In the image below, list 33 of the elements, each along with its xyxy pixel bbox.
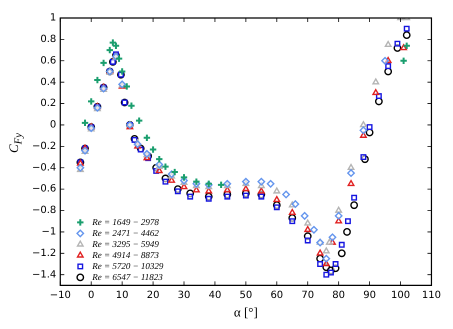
- y-tick-label: 1: [50, 12, 56, 24]
- y-tick-label: −0.2: [32, 140, 56, 152]
- y-tick-label: −1.2: [32, 248, 56, 259]
- x-tick-label: −10: [50, 290, 71, 301]
- y-tick-label: 0.8: [40, 34, 56, 45]
- x-tick-label: 50: [240, 290, 252, 301]
- legend-label: Re = 6547 − 11823: [91, 272, 164, 282]
- x-tick-label: 110: [422, 290, 442, 301]
- legend-label: Re = 4914 − 8873: [91, 250, 160, 260]
- x-tick-label: 80: [332, 290, 346, 301]
- x-tick-label: 0: [88, 290, 94, 301]
- y-tick-label: −1.4: [32, 269, 56, 280]
- y-tick-label: −0.6: [32, 184, 56, 195]
- x-tick-label: 70: [301, 290, 314, 301]
- x-tick-label: 40: [208, 290, 222, 301]
- y-tick-label: 0.4: [40, 76, 56, 88]
- legend-label: Re = 5720 − 10329: [91, 260, 164, 271]
- x-tick-label: 60: [270, 290, 284, 301]
- y-tick-label: −0.8: [32, 205, 56, 216]
- x-tick-label: 10: [116, 290, 129, 301]
- legend-label: Re = 1649 − 2978: [91, 216, 160, 227]
- x-tick-label: 20: [146, 290, 160, 301]
- legend-label: Re = 2471 − 4462: [91, 228, 160, 238]
- x-axis-title: α [°]: [234, 304, 258, 320]
- y-tick-label: −0.4: [32, 162, 56, 174]
- y-tick-label: 0.6: [40, 55, 56, 66]
- y-tick-label: 0: [50, 120, 56, 131]
- x-tick-label: 90: [363, 290, 376, 301]
- y-tick-label: 0.2: [40, 98, 56, 110]
- y-tick-label: −1: [42, 226, 56, 238]
- legend-label: Re = 3295 − 5949: [91, 238, 160, 249]
- x-tick-label: 100: [390, 290, 410, 301]
- x-tick-label: 30: [178, 290, 190, 301]
